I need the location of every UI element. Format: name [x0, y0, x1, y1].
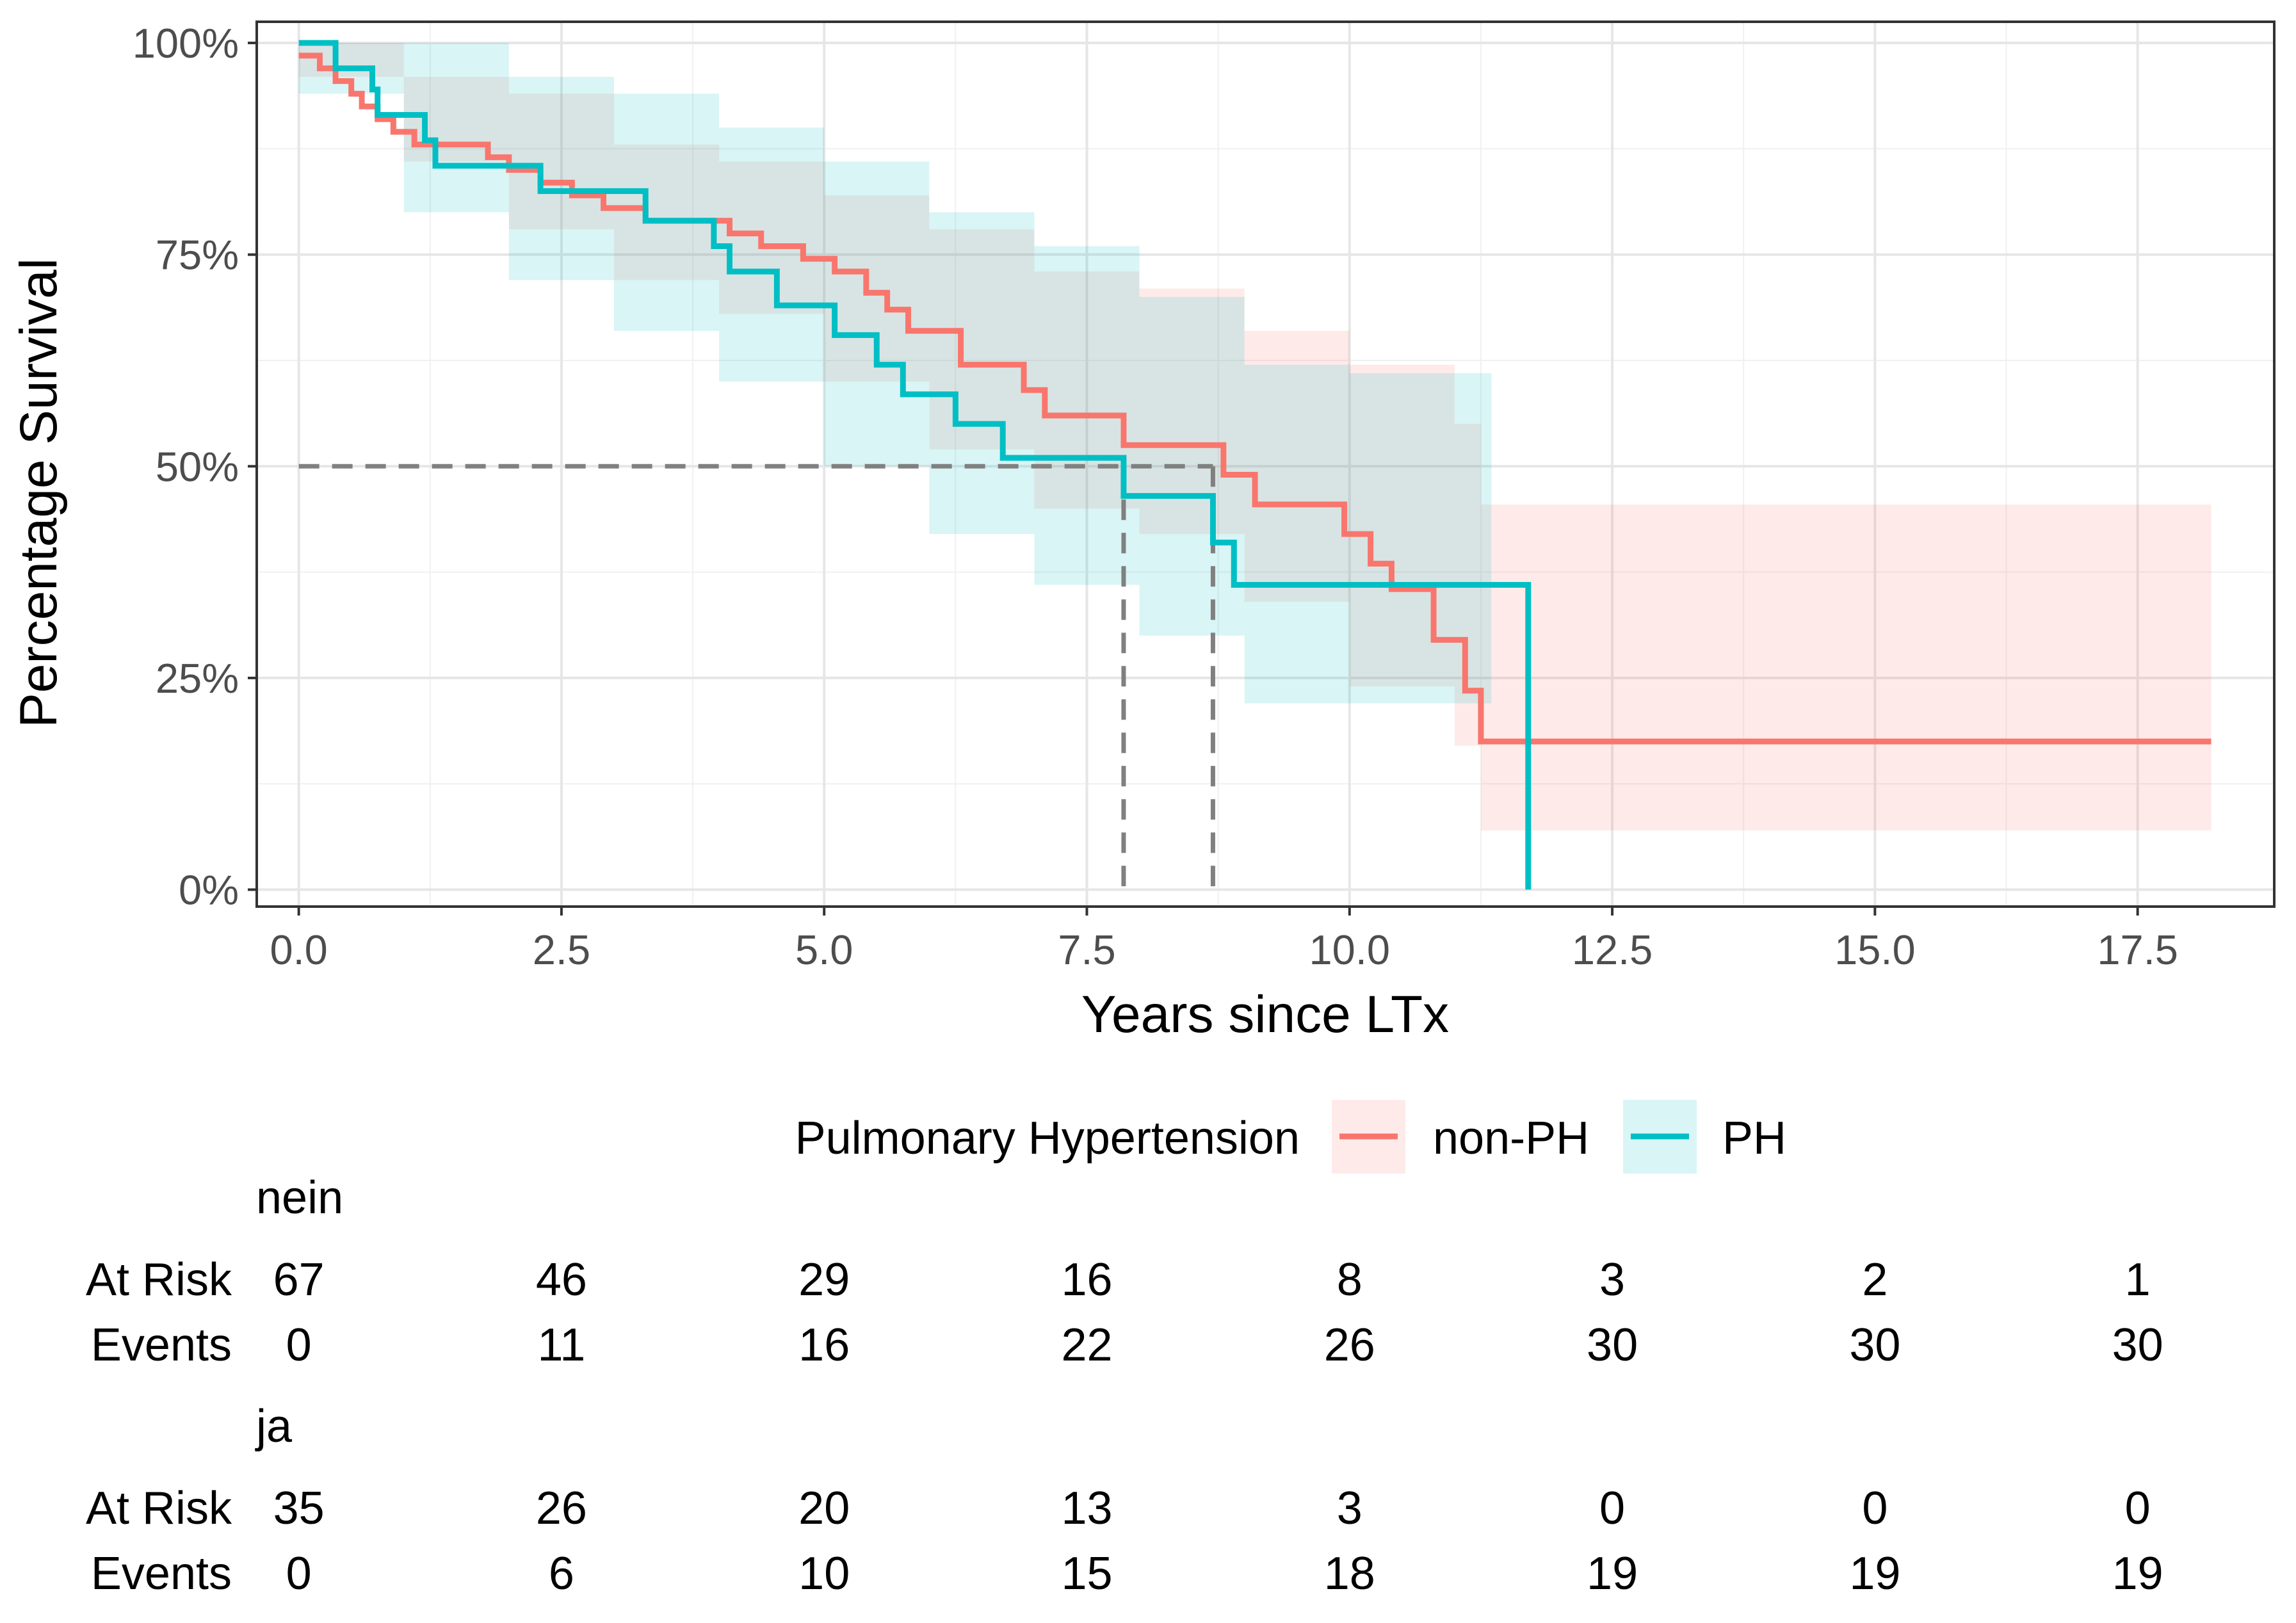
risk-table-cell: 19 [1587, 1548, 1638, 1599]
y-tick-label: 0% [179, 867, 239, 914]
risk-table-cell: 0 [286, 1320, 312, 1371]
risk-table-cell: 16 [798, 1320, 850, 1371]
legend-title: Pulmonary Hypertension [795, 1113, 1300, 1164]
risk-table-cell: 15 [1061, 1548, 1112, 1599]
risk-table-cell: 26 [536, 1483, 587, 1534]
risk-table-group-label: nein [256, 1172, 343, 1223]
risk-table-cell: 18 [1324, 1548, 1375, 1599]
risk-table-cell: 1 [2125, 1254, 2151, 1305]
risk-table-cell: 30 [1849, 1320, 1900, 1371]
risk-table-cell: 30 [1587, 1320, 1638, 1371]
x-tick-label: 10.0 [1309, 926, 1391, 973]
risk-table-cell: 35 [273, 1483, 325, 1534]
risk-table-row-label: Events [91, 1320, 232, 1371]
x-tick-label: 17.5 [2097, 926, 2178, 973]
legend-label-non-ph: non-PH [1433, 1113, 1589, 1164]
risk-table-cell: 0 [1599, 1483, 1625, 1534]
risk-table-cell: 3 [1599, 1254, 1625, 1305]
survival-curves [298, 40, 2211, 890]
confidence-band-ph [298, 43, 1492, 704]
risk-table-cell: 6 [549, 1548, 574, 1599]
x-tick-label: 5.0 [795, 926, 853, 973]
risk-table-cell: 0 [286, 1548, 312, 1599]
risk-table-row-label: At Risk [86, 1254, 232, 1305]
legend: Pulmonary Hypertension non-PH PH [795, 1100, 1786, 1174]
risk-table-cell: 29 [798, 1254, 850, 1305]
confidence-band-non-ph [298, 43, 2211, 830]
risk-table-cell: 20 [798, 1483, 850, 1534]
risk-table-group-label: ja [255, 1401, 293, 1452]
y-tick-label: 75% [156, 232, 239, 279]
risk-table-cell: 13 [1061, 1483, 1112, 1534]
survival-curve-ph [298, 40, 1532, 890]
panel-border [255, 20, 2276, 908]
risk-table-cell: 0 [2125, 1483, 2151, 1534]
risk-table-cell: 2 [1862, 1254, 1888, 1305]
y-axis-title: Percentage Survival [10, 258, 68, 728]
risk-table-cell: 3 [1337, 1483, 1362, 1534]
y-tick-label: 100% [133, 20, 239, 67]
axis-ticks: 0.0 2.5 5.0 7.5 10.0 12.5 15.0 17.5 0% 25% 50% 75% 1… [133, 20, 2178, 973]
risk-table-cell: 8 [1337, 1254, 1362, 1305]
x-tick-label: 12.5 [1572, 926, 1653, 973]
risk-table-cell: 67 [273, 1254, 325, 1305]
legend-keys [1332, 1100, 1697, 1174]
x-tick-label: 15.0 [1834, 926, 1916, 973]
risk-table-cell: 10 [798, 1548, 850, 1599]
x-axis-title: Years since LTx [1081, 985, 1449, 1044]
grid-major [257, 22, 2274, 907]
y-tick-label: 50% [156, 443, 239, 490]
grid-minor [257, 22, 2274, 907]
risk-table-cell: 11 [538, 1320, 586, 1371]
risk-table-cell: 30 [2112, 1320, 2163, 1371]
legend-label-ph: PH [1722, 1113, 1786, 1164]
x-tick-label: 0.0 [270, 926, 327, 973]
risk-table-row-label: Events [91, 1548, 232, 1599]
survival-curve-non-ph [298, 52, 2211, 745]
y-tick-label: 25% [156, 655, 239, 702]
risk-table-cell: 26 [1324, 1320, 1375, 1371]
risk-table-cell: 19 [2112, 1548, 2163, 1599]
risk-table-cell: 16 [1061, 1254, 1112, 1305]
risk-table-cell: 46 [536, 1254, 587, 1305]
risk-table-cell: 0 [1862, 1483, 1888, 1534]
confidence-bands [298, 43, 2211, 830]
x-tick-label: 2.5 [533, 926, 590, 973]
risk-table-cell: 19 [1849, 1548, 1900, 1599]
risk-table-row-label: At Risk [86, 1483, 232, 1534]
risk-table-cell: 22 [1061, 1320, 1112, 1371]
x-tick-label: 7.5 [1058, 926, 1115, 973]
